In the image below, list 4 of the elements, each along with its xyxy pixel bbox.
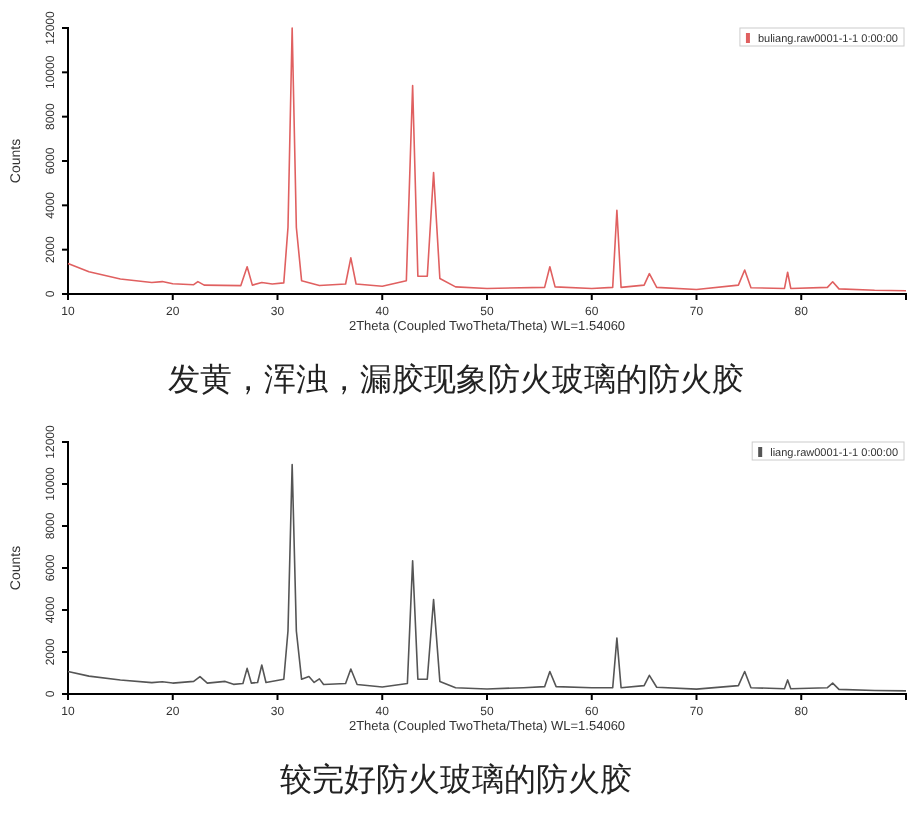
line-series — [67, 463, 907, 692]
text: 发黄，浑浊，漏胶现象防火玻璃的防火胶 — [168, 360, 744, 398]
text: 较完好防火玻璃的防火胶 — [280, 760, 632, 798]
line-series — [67, 27, 907, 292]
